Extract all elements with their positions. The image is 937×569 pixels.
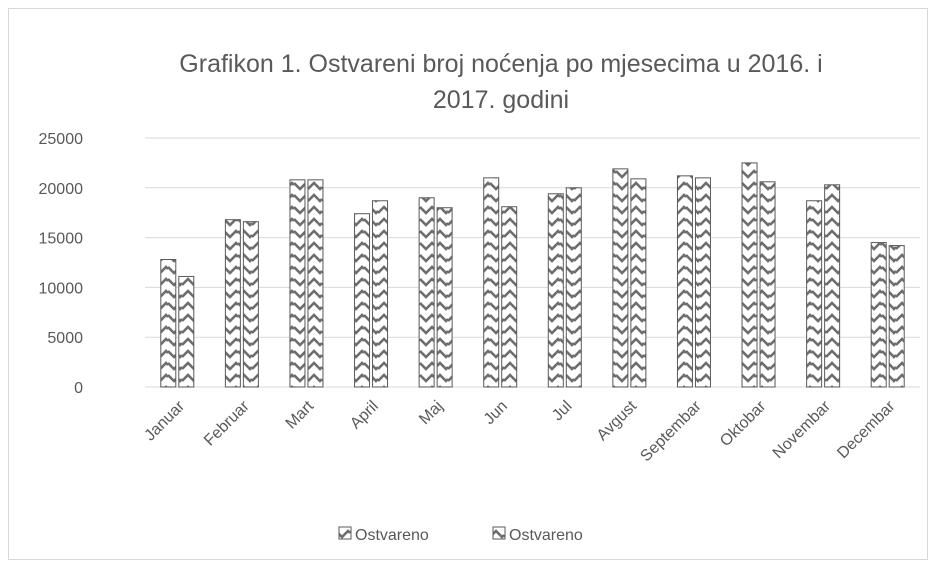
gridlines [145,137,920,388]
legend-item-series-2: Ostvareno [492,526,583,544]
bar-series-2-mart [307,179,324,388]
bar-series-2-februar [242,221,259,388]
legend-swatch-series-2 [492,526,506,540]
bar-series-2-april [372,200,389,388]
bar-series-2-jul [565,187,582,388]
bar-series-1-novembar [806,200,823,388]
bar-series-1-septembar [676,175,693,388]
chart-frame [8,8,928,560]
bar-series-1-maj [418,197,435,388]
legend-label-series-1: Ostvareno [355,527,429,544]
bar-series-2-avgust [630,178,647,388]
y-tick-label: 5000 [47,330,83,347]
bar-series-1-jun [483,177,500,388]
y-tick-label: 10000 [39,280,84,297]
bar-series-1-avgust [612,168,629,388]
legend-label-series-2: Ostvareno [509,527,583,544]
x-tick-label: April [347,398,382,433]
legend-swatch-series-1 [338,526,352,540]
y-axis-ticks: 25000 20000 15000 10000 5000 0 [39,131,84,397]
bars [160,162,905,388]
x-tick-label: Februar [201,397,253,449]
x-axis-labels: Januar Februar Mart April Maj Jun Jul AvgustSep… [142,397,900,465]
bar-series-2-novembar [824,184,841,388]
bar-series-1-januar [160,259,177,388]
bar-series-2-jun [501,206,518,388]
x-tick-label: Oktobar [717,397,770,450]
x-tick-label: Novembar [770,397,835,462]
x-tick-label: Avgust [594,397,641,444]
bar-series-1-mart [289,179,306,388]
y-tick-label: 25000 [39,131,84,148]
bar-series-2-januar [178,275,195,388]
legend-item-series-1: Ostvareno [338,526,429,544]
x-tick-label: Septembar [637,397,705,465]
legend: Ostvareno Ostvareno [338,526,583,544]
bar-series-1-februar [224,219,241,388]
x-tick-label: Jul [549,398,575,424]
bar-series-1-jul [547,193,564,388]
y-tick-label: 20000 [39,181,84,198]
bar-series-2-decembar [888,245,905,388]
x-tick-label: Mart [283,397,318,432]
chart-title-line-2: 2017. godini [433,86,569,114]
y-tick-label: 0 [74,380,83,397]
chart-title: Grafikon 1. Ostvareni broj noćenja po mj… [179,50,822,114]
bar-series-2-septembar [694,177,711,388]
x-tick-label: Jun [481,398,511,428]
bar-series-1-oktobar [741,162,758,388]
x-tick-label: Maj [416,398,446,428]
x-tick-label: Januar [142,397,189,444]
bar-series-2-oktobar [759,181,776,388]
bar-series-1-april [354,213,371,388]
x-tick-label: Decembar [834,397,899,462]
chart-title-line-1: Grafikon 1. Ostvareni broj noćenja po mj… [179,50,822,78]
y-tick-label: 15000 [39,231,84,248]
bar-series-2-maj [436,207,453,388]
bar-series-1-decembar [870,242,887,388]
